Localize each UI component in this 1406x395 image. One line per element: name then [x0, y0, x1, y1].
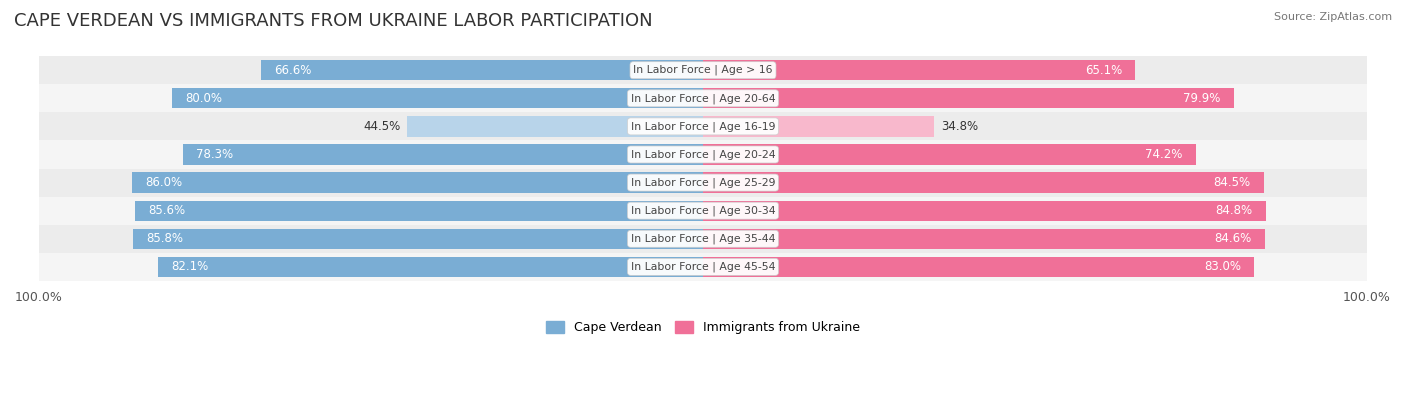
Bar: [703, 145, 1195, 165]
Bar: [703, 88, 1233, 108]
Text: In Labor Force | Age 30-34: In Labor Force | Age 30-34: [631, 205, 775, 216]
Text: In Labor Force | Age 16-19: In Labor Force | Age 16-19: [631, 121, 775, 132]
Text: 34.8%: 34.8%: [941, 120, 977, 133]
Text: 44.5%: 44.5%: [364, 120, 401, 133]
Text: Source: ZipAtlas.com: Source: ZipAtlas.com: [1274, 12, 1392, 22]
Bar: [39, 112, 1367, 141]
Text: 82.1%: 82.1%: [172, 260, 208, 273]
Bar: [134, 229, 703, 249]
Text: 86.0%: 86.0%: [145, 176, 183, 189]
Bar: [703, 60, 1135, 80]
Bar: [39, 141, 1367, 169]
Bar: [39, 197, 1367, 225]
Text: 78.3%: 78.3%: [197, 148, 233, 161]
Bar: [703, 257, 1254, 277]
Text: 84.5%: 84.5%: [1213, 176, 1251, 189]
Text: In Labor Force | Age 25-29: In Labor Force | Age 25-29: [631, 177, 775, 188]
Text: In Labor Force | Age 35-44: In Labor Force | Age 35-44: [631, 233, 775, 244]
Text: In Labor Force | Age 45-54: In Labor Force | Age 45-54: [631, 261, 775, 272]
Text: In Labor Force | Age 20-24: In Labor Force | Age 20-24: [631, 149, 775, 160]
Bar: [39, 84, 1367, 112]
Text: 66.6%: 66.6%: [274, 64, 311, 77]
Bar: [39, 56, 1367, 84]
Bar: [703, 229, 1265, 249]
Bar: [39, 253, 1367, 281]
Text: 83.0%: 83.0%: [1204, 260, 1241, 273]
Text: 85.8%: 85.8%: [146, 232, 184, 245]
Text: In Labor Force | Age > 16: In Labor Force | Age > 16: [633, 65, 773, 75]
Bar: [703, 116, 934, 137]
Bar: [39, 169, 1367, 197]
Bar: [135, 201, 703, 221]
Text: 79.9%: 79.9%: [1182, 92, 1220, 105]
Legend: Cape Verdean, Immigrants from Ukraine: Cape Verdean, Immigrants from Ukraine: [541, 316, 865, 339]
Text: 85.6%: 85.6%: [148, 204, 186, 217]
Text: 84.6%: 84.6%: [1215, 232, 1251, 245]
Text: 74.2%: 74.2%: [1144, 148, 1182, 161]
Text: 84.8%: 84.8%: [1216, 204, 1253, 217]
Bar: [408, 116, 703, 137]
Bar: [172, 88, 703, 108]
Bar: [132, 173, 703, 193]
Text: 65.1%: 65.1%: [1085, 64, 1122, 77]
Bar: [183, 145, 703, 165]
Bar: [157, 257, 703, 277]
Text: 80.0%: 80.0%: [186, 92, 222, 105]
Bar: [260, 60, 703, 80]
Bar: [703, 201, 1267, 221]
Bar: [703, 173, 1264, 193]
Text: In Labor Force | Age 20-64: In Labor Force | Age 20-64: [631, 93, 775, 103]
Text: CAPE VERDEAN VS IMMIGRANTS FROM UKRAINE LABOR PARTICIPATION: CAPE VERDEAN VS IMMIGRANTS FROM UKRAINE …: [14, 12, 652, 30]
Bar: [39, 225, 1367, 253]
